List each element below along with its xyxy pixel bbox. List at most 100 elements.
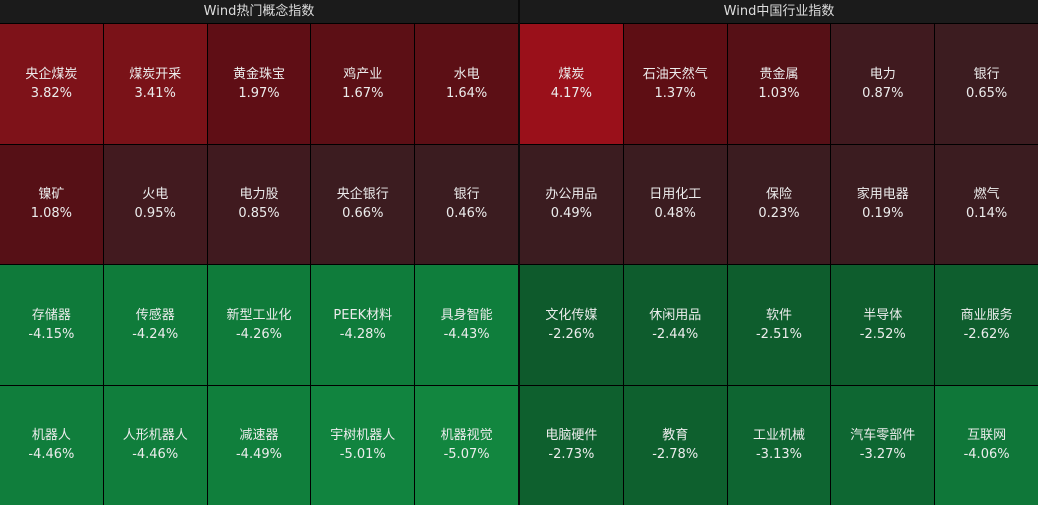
tile-change: 0.85% [238,206,280,222]
tile-name: 电力股 [239,187,279,203]
tile[interactable]: 石油天然气 1.37% [623,24,727,144]
tile-name: 日用化工 [649,187,702,203]
tile-name: 软件 [765,307,792,323]
tile[interactable]: 休闲用品 -2.44% [623,265,727,385]
tile[interactable]: 燃气 0.14% [935,144,1038,264]
tile-name: 银行 [973,66,1000,82]
tile[interactable]: 黄金珠宝 1.97% [207,24,311,144]
tile[interactable]: 教育 -2.78% [623,385,727,505]
tile[interactable]: 机器视觉 -5.07% [415,385,518,505]
tile-change: -4.26% [235,326,282,342]
tile[interactable]: 文化传媒 -2.26% [520,265,623,385]
tile-name: 互联网 [967,428,1007,444]
tile-name: 央企煤炭 [25,66,78,82]
tile[interactable]: 保险 0.23% [727,144,831,264]
tile[interactable]: 人形机器人 -4.46% [103,385,207,505]
tile[interactable]: 办公用品 0.49% [520,144,623,264]
tile-grid: 煤炭 4.17% 石油天然气 1.37% 贵金属 1.03% 电力 0.87% 银行 0.65% 办… [520,24,1038,505]
tile-change: 0.14% [965,206,1008,222]
tile-change: -2.51% [755,326,802,342]
tile[interactable]: 具身智能 -4.43% [415,265,518,385]
tile-change: -4.49% [235,447,282,463]
tile-name: 煤炭 [558,66,585,82]
tile[interactable]: 银行 0.46% [415,144,518,264]
tile[interactable]: 减速器 -4.49% [207,385,311,505]
tile-name: 办公用品 [545,187,598,203]
tile-change: 1.08% [30,206,73,222]
panel: Wind热门概念指数 央企煤炭 3.82% 煤炭开采 3.41% 黄金珠宝 1.97% 鸡产业… [0,0,518,505]
tile[interactable]: 互联网 -4.06% [935,385,1038,505]
panel-title: Wind中国行业指数 [520,0,1038,24]
tile-name: 鸡产业 [343,66,383,82]
tile-name: 水电 [453,66,480,82]
tile[interactable]: 鸡产业 1.67% [311,24,415,144]
tile-change: 0.87% [862,85,904,101]
tile-change: -4.06% [963,447,1010,463]
tile-name: 工业机械 [752,428,805,444]
tile-change: 0.66% [342,206,384,222]
tile[interactable]: 工业机械 -3.13% [727,385,831,505]
tile[interactable]: 煤炭开采 3.41% [103,24,207,144]
tile-name: 镍矿 [38,187,65,203]
tile[interactable]: 日用化工 0.48% [623,144,727,264]
tile-change: 0.95% [134,206,176,222]
tile[interactable]: 新型工业化 -4.26% [207,265,311,385]
tile-change: -4.24% [132,326,179,342]
tile[interactable]: 煤炭 4.17% [520,24,623,144]
tile-change: 4.17% [550,85,593,101]
tile-change: -5.07% [443,447,490,463]
tile-change: -3.13% [755,447,802,463]
tile-name: 火电 [142,187,169,203]
tile[interactable]: 银行 0.65% [935,24,1038,144]
panel: Wind中国行业指数煤炭 4.17% 石油天然气 1.37% 贵金属 1.03% 电力 0.8… [520,0,1038,505]
tile[interactable]: 火电 0.95% [103,144,207,264]
tile-change: -3.27% [859,447,906,463]
tile-change: -2.26% [548,326,595,342]
tile[interactable]: 水电 1.64% [415,24,518,144]
tile[interactable]: 电力 0.87% [831,24,935,144]
tile-name: 电力 [869,66,896,82]
tile-change: 0.48% [654,206,696,222]
tile[interactable]: 家用电器 0.19% [831,144,935,264]
tile-name: 贵金属 [759,66,799,82]
tile[interactable]: 商业服务 -2.62% [935,265,1038,385]
tile[interactable]: 镍矿 1.08% [0,144,103,264]
tile-change: -2.62% [963,326,1010,342]
tile-change: -2.78% [652,447,699,463]
tile[interactable]: 央企银行 0.66% [311,144,415,264]
tile-name: 煤炭开采 [129,66,182,82]
tile[interactable]: 央企煤炭 3.82% [0,24,103,144]
tile[interactable]: 存储器 -4.15% [0,265,103,385]
tile-name: 汽车零部件 [850,428,916,444]
tile-grid: 央企煤炭 3.82% 煤炭开采 3.41% 黄金珠宝 1.97% 鸡产业 1.67% 水电 1.6… [0,24,518,505]
tile-name: 存储器 [31,307,71,323]
tile-name: 央企银行 [336,187,389,203]
tile-name: 商业服务 [960,307,1013,323]
tile[interactable]: 汽车零部件 -3.27% [831,385,935,505]
tile-change: -2.52% [859,326,906,342]
tile-name: PEEK材料 [333,307,393,323]
tile[interactable]: 电脑硬件 -2.73% [520,385,623,505]
tile-name: 宇树机器人 [330,428,396,444]
tile[interactable]: 机器人 -4.46% [0,385,103,505]
tile-change: 1.64% [445,85,488,101]
tile[interactable]: 贵金属 1.03% [727,24,831,144]
tile[interactable]: 半导体 -2.52% [831,265,935,385]
tile[interactable]: 电力股 0.85% [207,144,311,264]
tile-change: 3.41% [134,85,176,101]
tile-change: -4.46% [132,447,179,463]
tile-change: -2.73% [548,447,595,463]
tile-change: 0.46% [445,206,488,222]
tile-name: 人形机器人 [122,428,188,444]
tile[interactable]: 传感器 -4.24% [103,265,207,385]
tile-change: 0.65% [965,85,1008,101]
tile-name: 新型工业化 [226,307,292,323]
tile-name: 减速器 [239,428,279,444]
tile[interactable]: PEEK材料 -4.28% [311,265,415,385]
tile-change: -5.01% [339,447,386,463]
tile-name: 休闲用品 [649,307,702,323]
tile[interactable]: 软件 -2.51% [727,265,831,385]
tile-change: 1.67% [342,85,384,101]
tile[interactable]: 宇树机器人 -5.01% [311,385,415,505]
